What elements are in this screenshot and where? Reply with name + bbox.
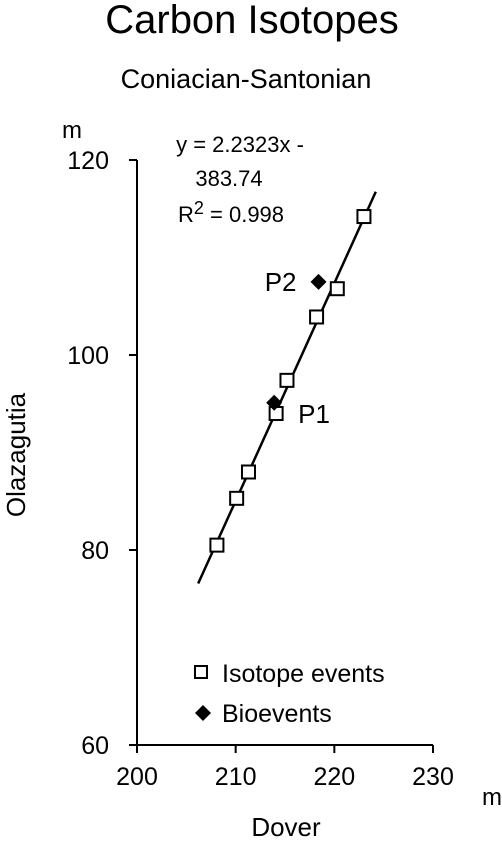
isotope-event-point [240, 464, 256, 480]
legend: Isotope events Bioevents [194, 660, 385, 728]
x-unit-label: m [482, 784, 502, 811]
legend-isotope-label: Isotope events [222, 660, 385, 688]
bioevent-label: P2 [265, 267, 297, 297]
isotope-event-point [209, 537, 225, 553]
isotope-event-point [279, 372, 295, 388]
isotope-event-point [268, 406, 284, 421]
chart-title: Carbon Isotopes [105, 0, 399, 42]
y-tick-label: 80 [81, 537, 109, 565]
bioevent-point [266, 394, 283, 411]
y-unit-label: m [62, 117, 82, 144]
r-squared: R2 = 0.998 [178, 198, 284, 227]
y-tick-label: 120 [67, 147, 109, 175]
y-axis-label: Olazagutia [1, 392, 31, 517]
legend-bioevent-label: Bioevents [222, 700, 332, 728]
x-tick-label: 210 [215, 763, 257, 791]
isotope-event-point [309, 309, 325, 325]
y-tick-label: 100 [67, 342, 109, 370]
x-axis-label: Dover [251, 812, 321, 841]
chart-subtitle: Coniacian-Santonian [121, 64, 372, 94]
axis-ticks: 200 210 220 230 60 80 100 120 [67, 147, 454, 791]
legend-isotope-marker [194, 665, 208, 679]
x-tick-label: 230 [412, 763, 454, 791]
isotope-event-point [229, 490, 245, 506]
isotope-event-point [329, 281, 345, 297]
legend-bioevent-marker [195, 705, 211, 721]
x-tick-label: 220 [313, 763, 355, 791]
regression-equation-line2: 383.74 [195, 166, 262, 191]
data-marks: P1 P2 [197, 191, 377, 585]
isotope-event-point [356, 209, 372, 225]
bioevent-point [310, 273, 327, 290]
x-tick-label: 200 [116, 763, 158, 791]
regression-equation-line1: y = 2.2323x - [176, 132, 304, 157]
y-tick-label: 60 [81, 732, 109, 760]
bioevent-label: P1 [298, 399, 330, 429]
